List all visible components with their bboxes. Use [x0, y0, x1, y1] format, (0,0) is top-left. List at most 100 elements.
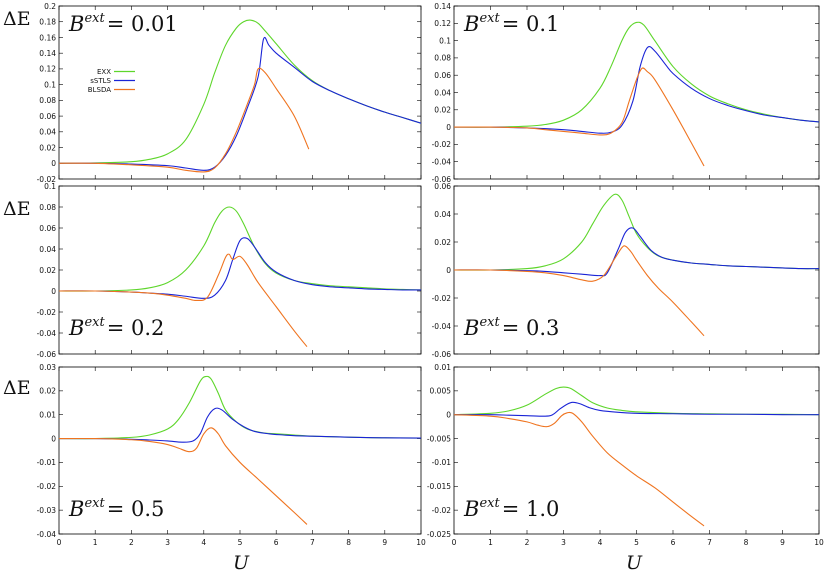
y-tick-label: 0.08: [434, 54, 451, 63]
series-line-blsda: [59, 67, 310, 173]
y-tick-label: 0.1: [44, 182, 56, 191]
y-tick-label: 0.06: [434, 182, 451, 191]
panel-label: Bext= 0.2: [68, 315, 164, 340]
series-line-blsda: [454, 411, 705, 527]
y-tick-label: 0: [51, 287, 56, 296]
y-tick-label: 0.18: [39, 18, 56, 27]
y-tick-label: 0.14: [39, 49, 56, 58]
x-tick-label: 6: [671, 538, 676, 547]
series-line-sstls: [59, 407, 421, 443]
y-tick-label: 0.04: [434, 88, 451, 97]
x-tick-label: 4: [201, 538, 206, 547]
x-tick-label: 4: [598, 538, 603, 547]
panel-label: Bext= 0.3: [463, 315, 559, 340]
y-tick-label: -0.01: [37, 458, 57, 467]
y-tick-label: 0.1: [44, 80, 56, 89]
panel-3: -0.06 -0.04 -0.02 0 0.02 0.04 0.06 0.08 0.1 Bext=…: [37, 182, 422, 359]
x-tick-label: 8: [346, 538, 351, 547]
y-tick-label: -0.02: [432, 506, 452, 515]
y-tick-label: -0.005: [427, 434, 451, 443]
series-line-sstls: [454, 227, 819, 277]
y-tick-label: 0.06: [39, 224, 56, 233]
x-tick-label: 7: [707, 538, 712, 547]
x-tick-label: 1: [488, 538, 493, 547]
series-line-exx: [454, 386, 819, 416]
panel-6: 0 1 2 3 4 5 6 7 8 9 10 -0.025 -0.02 -0.015 -0.01 -0.005…: [427, 363, 824, 547]
x-tick-label: 8: [744, 538, 749, 547]
x-tick-label: 3: [561, 538, 566, 547]
y-tick-label: 0.2: [44, 2, 56, 11]
series-line-sstls: [59, 237, 421, 299]
x-tick-label: 10: [416, 538, 426, 547]
y-tick-label: 0.02: [39, 387, 56, 396]
y-tick-label: 0.14: [434, 2, 451, 11]
panel-5: 0 1 2 3 4 5 6 7 8 9 10 -0.04 -0.03 -0.02 -0.01 0 0.01 0.0…: [37, 363, 426, 547]
x-tick-label: 0: [452, 538, 457, 547]
x-tick-label: 5: [634, 538, 639, 547]
y-axis-label-row3: ΔE: [3, 377, 31, 399]
y-tick-label: 0.06: [39, 112, 56, 121]
x-axis-label-left: U: [233, 552, 250, 574]
y-tick-label: 0.03: [39, 363, 56, 372]
legend-label-sstls: sSTLS: [90, 77, 111, 85]
x-tick-label: 1: [93, 538, 98, 547]
x-tick-label: 9: [780, 538, 785, 547]
y-tick-label: -0.04: [37, 329, 57, 338]
panel-label: Bext= 1.0: [463, 496, 559, 521]
y-tick-label: 0.02: [434, 106, 451, 115]
y-tick-label: 0: [446, 123, 451, 132]
y-tick-label: -0.02: [37, 308, 57, 317]
panel-label: Bext= 0.01: [68, 11, 178, 36]
y-tick-label: -0.04: [432, 158, 452, 167]
y-tick-label: -0.06: [432, 175, 452, 184]
y-tick-label: 0.04: [39, 245, 56, 254]
y-tick-label: 0.16: [39, 33, 56, 42]
y-tick-label: 0: [446, 411, 451, 420]
y-tick-label: 0.1: [439, 36, 451, 45]
y-tick-label: 0.02: [434, 238, 451, 247]
panel-label: Bext= 0.5: [68, 496, 164, 521]
y-axis-label-row1: ΔE: [3, 8, 31, 30]
y-tick-label: 0.02: [39, 143, 56, 152]
series-line-exx: [454, 21, 819, 128]
x-tick-label: 0: [57, 538, 62, 547]
y-tick-label: 0: [51, 434, 56, 443]
y-tick-label: 0.01: [39, 411, 56, 420]
series-line-sstls: [454, 46, 819, 134]
series-line-blsda: [59, 427, 308, 525]
series-line-sstls: [454, 401, 819, 417]
series-line-sstls: [59, 36, 421, 171]
y-axis-label-row2: ΔE: [3, 198, 31, 220]
x-tick-label: 5: [238, 538, 243, 547]
x-tick-label: 10: [814, 538, 824, 547]
x-tick-label: 6: [274, 538, 279, 547]
series-line-blsda: [454, 245, 705, 337]
series-line-blsda: [454, 67, 705, 167]
y-tick-label: 0: [51, 159, 56, 168]
y-tick-label: -0.02: [37, 175, 57, 184]
series-line-exx: [59, 206, 421, 292]
y-tick-label: 0.12: [39, 65, 56, 74]
x-axis-label-right: U: [626, 552, 643, 574]
series-line-blsda: [59, 253, 308, 347]
legend-label-blsda: BLSDA: [88, 86, 111, 94]
panel-label: Bext= 0.1: [463, 11, 559, 36]
y-tick-label: -0.06: [37, 350, 57, 359]
x-tick-label: 7: [310, 538, 315, 547]
y-tick-label: 0.06: [434, 71, 451, 80]
y-tick-label: -0.03: [37, 506, 57, 515]
y-tick-label: -0.04: [37, 530, 57, 539]
y-tick-label: 0.02: [39, 266, 56, 275]
legend-label-exx: EXX: [97, 68, 111, 76]
panel-2: -0.06 -0.04 -0.02 0 0.02 0.04 0.06 0.08 0.1 0.12 0…: [432, 2, 820, 184]
x-tick-label: 2: [129, 538, 134, 547]
y-tick-label: 0.08: [39, 203, 56, 212]
y-tick-label: 0.005: [430, 387, 452, 396]
y-tick-label: 0.04: [39, 128, 56, 137]
panel-4: -0.06 -0.04 -0.02 0 0.02 0.04 0.06 Bext= 0.3: [432, 182, 820, 359]
y-tick-label: 0.04: [434, 210, 451, 219]
y-tick-label: -0.06: [432, 350, 452, 359]
y-tick-label: -0.02: [37, 482, 57, 491]
legend: EXX sSTLS BLSDA: [88, 68, 135, 94]
